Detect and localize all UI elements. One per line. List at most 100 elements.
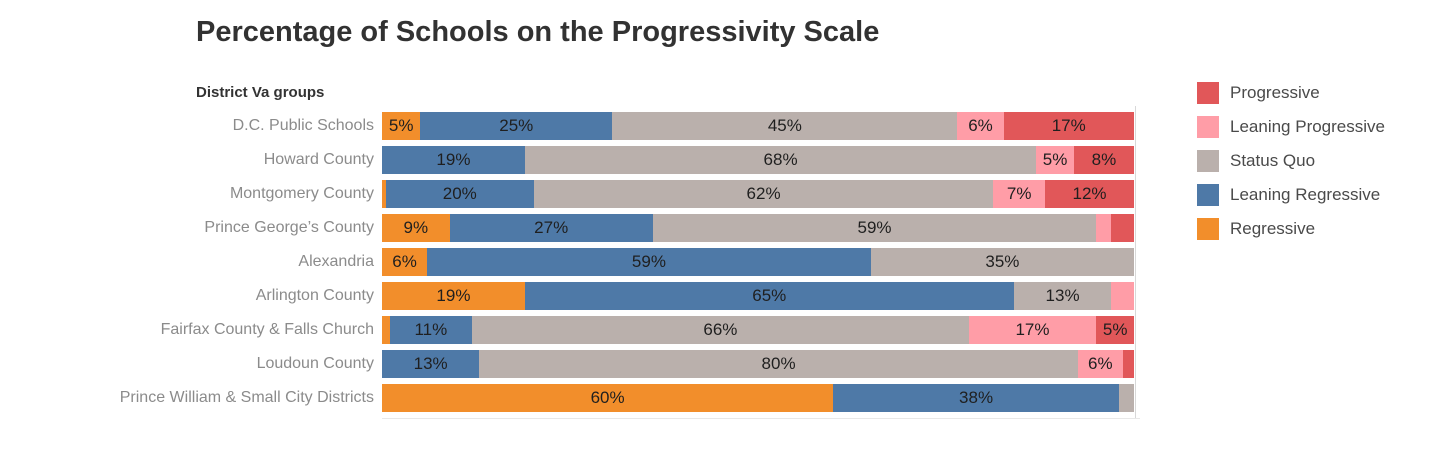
legend-label: Leaning Regressive (1230, 185, 1381, 204)
chart-row-loudoun-county: Loudoun County 13% 80% 6% (0, 350, 1134, 378)
bar-segment-progressive[interactable]: 12% (1045, 180, 1134, 208)
chart-row-montgomery-county: Montgomery County 20% 62% 7% 12% (0, 180, 1134, 208)
bar-segment-status-quo[interactable]: 68% (524, 146, 1037, 174)
bar-track: 13% 80% 6% (382, 350, 1134, 378)
bar-track: 6% 59% 35% (382, 248, 1134, 276)
legend-item-leaning-regressive[interactable]: Leaning Regressive (1197, 184, 1385, 206)
x-axis-line (382, 418, 1140, 419)
bar-segment-status-quo[interactable]: 80% (479, 350, 1078, 378)
bar-segment-leaning-regressive[interactable]: 27% (449, 214, 653, 242)
bar-segment-leaning-progressive[interactable]: 6% (957, 112, 1004, 140)
bar-value-label: 5% (388, 116, 414, 135)
bar-value-label: 9% (403, 218, 429, 237)
row-label-alexandria: Alexandria (298, 253, 374, 270)
bar-segment-progressive[interactable] (1122, 350, 1134, 378)
bar-segment-leaning-regressive[interactable]: 59% (427, 248, 871, 276)
bar-value-label: 13% (413, 354, 448, 373)
bar-segment-regressive[interactable]: 9% (382, 214, 450, 242)
bar-segment-progressive[interactable] (1111, 214, 1134, 242)
bar-value-label: 5% (1042, 150, 1068, 169)
bar-segment-leaning-progressive[interactable]: 7% (993, 180, 1046, 208)
bar-segment-progressive[interactable]: 17% (1003, 112, 1134, 140)
bar-segment-leaning-regressive[interactable]: 25% (420, 112, 613, 140)
bar-value-label: 27% (534, 218, 569, 237)
chart-row-fairfax-county-falls-church: Fairfax County & Falls Church 11% 66% 17% 5% (0, 316, 1134, 344)
bar-segment-status-quo[interactable]: 59% (652, 214, 1097, 242)
bar-track: 5% 25% 45% 6% 17% (382, 112, 1134, 140)
row-label-howard-county: Howard County (263, 151, 374, 168)
bar-track: 19% 68% 5% 8% (382, 146, 1134, 174)
bar-segment-regressive[interactable]: 60% (382, 384, 834, 412)
bar-segment-status-quo[interactable]: 13% (1013, 282, 1112, 310)
bar-value-label: 66% (703, 320, 738, 339)
bar-value-label: 13% (1045, 286, 1080, 305)
row-label-loudoun-county: Loudoun County (256, 355, 374, 372)
bar-segment-leaning-regressive[interactable]: 13% (382, 350, 480, 378)
row-label-arlington-county: Arlington County (255, 287, 374, 304)
chart-row-howard-county: Howard County 19% 68% 5% 8% (0, 146, 1134, 174)
bar-segment-status-quo[interactable]: 66% (472, 316, 969, 344)
bar-value-label: 38% (959, 388, 994, 407)
bar-value-label: 19% (436, 150, 471, 169)
bar-segment-leaning-regressive[interactable]: 38% (833, 384, 1119, 412)
legend-item-regressive[interactable]: Regressive (1197, 218, 1385, 240)
bar-value-label: 12% (1072, 184, 1107, 203)
bar-segment-status-quo[interactable] (1118, 384, 1134, 412)
bar-value-label: 5% (1102, 320, 1128, 339)
chart-row-prince-george-s-county: Prince George’s County 9% 27% 59% (0, 214, 1134, 242)
bar-segment-leaning-regressive[interactable]: 19% (382, 146, 525, 174)
legend-item-status-quo[interactable]: Status Quo (1197, 150, 1385, 172)
bar-value-label: 62% (746, 184, 781, 203)
bar-value-label: 19% (436, 286, 471, 305)
bar-value-label: 17% (1051, 116, 1086, 135)
bar-track: 20% 62% 7% 12% (382, 180, 1134, 208)
bar-segment-leaning-progressive[interactable]: 17% (968, 316, 1097, 344)
bar-value-label: 80% (761, 354, 796, 373)
bar-value-label: 17% (1015, 320, 1050, 339)
chart-row-d-c-public-schools: D.C. Public Schools 5% 25% 45% 6% 17% (0, 112, 1134, 140)
axis-gridline-100pct (1135, 106, 1136, 419)
bar-value-label: 11% (414, 320, 448, 339)
bar-segment-leaning-progressive[interactable] (1111, 282, 1134, 310)
chart-row-prince-william-small-city-districts: Prince William & Small City Districts 60%… (0, 384, 1134, 412)
bar-segment-regressive[interactable] (382, 316, 390, 344)
legend-label: Status Quo (1230, 151, 1316, 170)
bar-segment-leaning-progressive[interactable]: 6% (1077, 350, 1123, 378)
legend-item-leaning-progressive[interactable]: Leaning Progressive (1197, 116, 1385, 138)
bar-segment-status-quo[interactable]: 62% (533, 180, 994, 208)
bar-segment-progressive[interactable]: 8% (1073, 146, 1134, 174)
bar-segment-progressive[interactable]: 5% (1096, 316, 1134, 344)
legend-swatch-leaning-regressive (1197, 184, 1219, 206)
bar-segment-regressive[interactable] (382, 180, 386, 208)
bar-value-label: 25% (499, 116, 534, 135)
legend-item-progressive[interactable]: Progressive (1197, 82, 1385, 104)
legend-label: Leaning Progressive (1230, 117, 1385, 136)
bar-value-label: 6% (1088, 354, 1113, 373)
bar-segment-status-quo[interactable]: 35% (870, 248, 1134, 276)
bar-segment-regressive[interactable]: 5% (382, 112, 421, 140)
chart-row-alexandria: Alexandria 6% 59% 35% (0, 248, 1134, 276)
axis-header: District Va groups (196, 84, 325, 101)
legend-swatch-progressive (1197, 82, 1219, 104)
bar-value-label: 7% (1006, 184, 1032, 203)
bar-segment-leaning-progressive[interactable]: 5% (1036, 146, 1074, 174)
bar-track: 11% 66% 17% 5% (382, 316, 1134, 344)
bar-segment-leaning-regressive[interactable]: 11% (389, 316, 473, 344)
plot-area: D.C. Public Schools 5% 25% 45% 6% 17% Howard C… (0, 112, 1134, 412)
bar-track: 19% 65% 13% (382, 282, 1134, 310)
bar-segment-leaning-regressive[interactable]: 65% (524, 282, 1014, 310)
bar-segment-status-quo[interactable]: 45% (612, 112, 958, 140)
bar-segment-leaning-regressive[interactable]: 20% (385, 180, 534, 208)
bar-segment-regressive[interactable]: 6% (382, 248, 428, 276)
bar-track: 60% 38% (382, 384, 1134, 412)
bar-segment-regressive[interactable]: 19% (382, 282, 525, 310)
legend-swatch-leaning-progressive (1197, 116, 1219, 138)
bar-value-label: 6% (968, 116, 993, 135)
bar-value-label: 45% (767, 116, 802, 135)
bar-track: 9% 27% 59% (382, 214, 1134, 242)
bar-segment-leaning-progressive[interactable] (1096, 214, 1112, 242)
legend-label: Progressive (1230, 83, 1320, 102)
bar-value-label: 65% (752, 286, 787, 305)
bar-value-label: 60% (590, 388, 625, 407)
